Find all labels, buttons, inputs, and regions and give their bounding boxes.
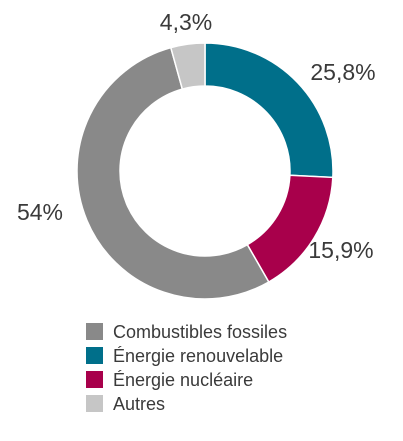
legend-swatch-autres bbox=[86, 395, 103, 412]
legend-label-combustibles-fossiles: Combustibles fossiles bbox=[113, 322, 287, 342]
slice-label-energie-renouvelable: 25,8% bbox=[310, 59, 375, 85]
slice-label-autres: 4,3% bbox=[160, 9, 212, 35]
donut-slices bbox=[76, 42, 334, 300]
slice-label-combustibles-fossiles: 54% bbox=[17, 199, 63, 225]
legend-swatch-energie-renouvelable bbox=[86, 347, 103, 364]
slice-combustibles-fossiles bbox=[76, 46, 270, 300]
legend: Combustibles fossiles Énergie renouvelabl… bbox=[86, 322, 287, 414]
legend-swatch-energie-nucleaire bbox=[86, 371, 103, 388]
slice-autres bbox=[169, 42, 206, 91]
legend-label-autres: Autres bbox=[113, 394, 165, 414]
legend-label-energie-nucleaire: Énergie nucléaire bbox=[113, 370, 253, 390]
legend-label-energie-renouvelable: Énergie renouvelable bbox=[113, 346, 283, 366]
slice-energie-renouvelable bbox=[204, 42, 334, 179]
slice-labels: 25,8% 15,9% 54% 4,3% bbox=[17, 9, 376, 263]
legend-swatch-combustibles-fossiles bbox=[86, 323, 103, 340]
slice-label-energie-nucleaire: 15,9% bbox=[308, 237, 373, 263]
